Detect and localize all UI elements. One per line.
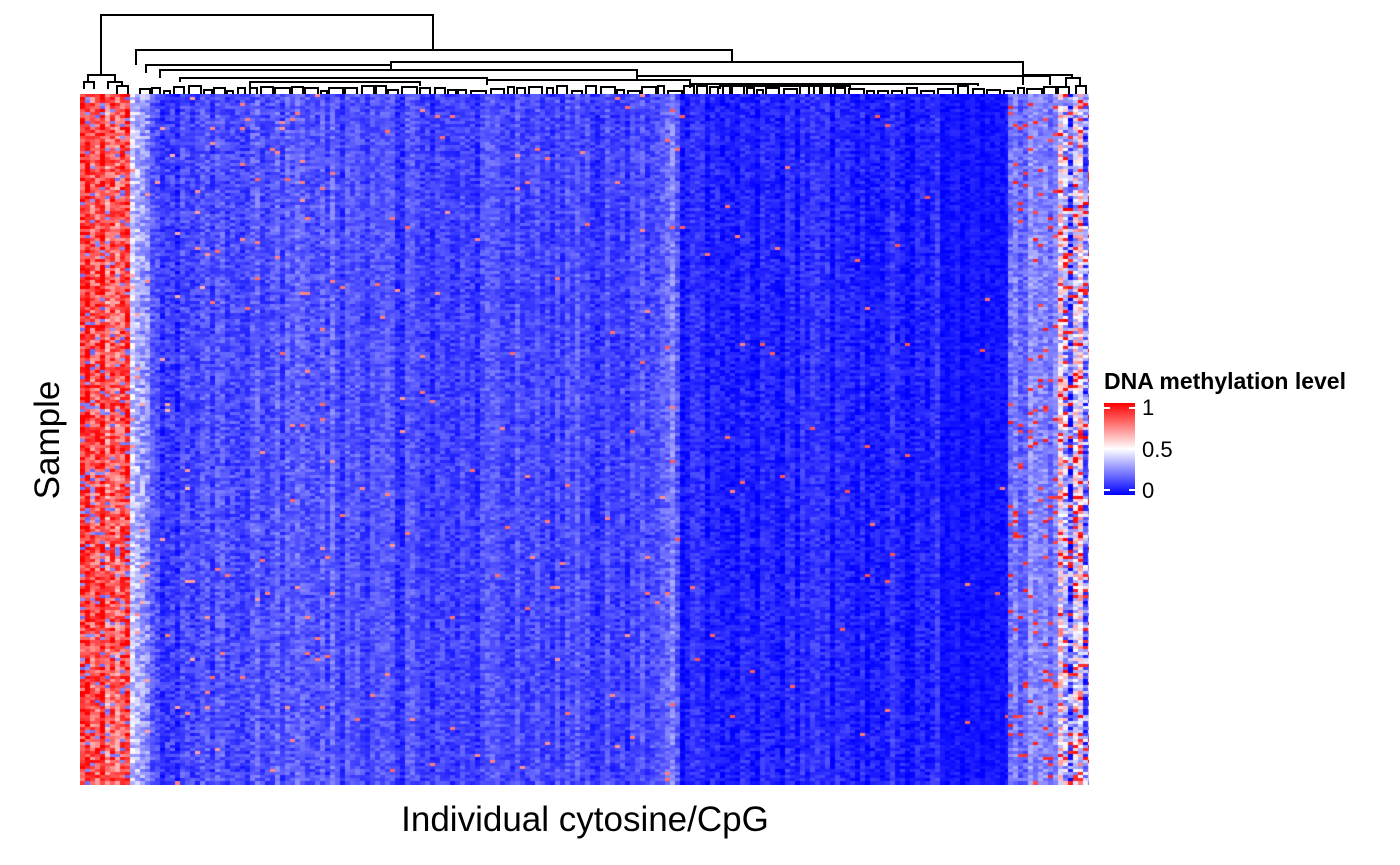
dendrogram-leaf-branch <box>457 89 467 94</box>
dendrogram-leaf-branch <box>434 87 446 94</box>
dendrogram-leaf-branch <box>447 89 457 94</box>
dendrogram-leaf-branch <box>731 85 745 94</box>
dendrogram-leaf-branch <box>401 86 418 94</box>
dendrogram-leaf-branch <box>877 90 889 94</box>
dendrogram-leaf-branch <box>226 90 234 94</box>
dendrogram-leaf-branch <box>546 87 554 94</box>
dendrogram-leaf-branch <box>627 90 641 94</box>
dendrogram-leaf-branch <box>696 85 708 94</box>
dendrogram-leaf-branch <box>821 85 832 94</box>
dendrogram-branch <box>1075 85 1087 94</box>
legend-title: DNA methylation level <box>1104 368 1346 394</box>
dendrogram-leaf-branch <box>361 85 375 94</box>
dendrogram-leaf-branch <box>387 89 399 94</box>
dendrogram-leaf-branch <box>304 87 319 94</box>
dendrogram-leaf-branch <box>783 88 798 94</box>
legend-tick-mark <box>1129 407 1135 409</box>
dendrogram-leaf-branch <box>813 85 821 94</box>
dendrogram-leaf-branch <box>1057 86 1070 94</box>
dendrogram-leaf-branch <box>848 88 865 94</box>
dendrogram-branch <box>636 75 1051 85</box>
dendrogram-leaf-branch <box>490 88 505 94</box>
dendrogram-leaf-branch <box>419 87 431 94</box>
dendrogram-leaf-branch <box>203 89 213 94</box>
dendrogram-leaf-branch <box>1026 88 1043 94</box>
dendrogram-leaf-branch <box>641 86 657 94</box>
dendrogram-leaf-branch <box>722 85 731 94</box>
dendrogram-leaf-branch <box>709 86 719 94</box>
dendrogram-branch <box>135 49 733 65</box>
dendrogram-leaf-branch <box>556 85 568 94</box>
dendrogram-leaf-branch <box>891 90 903 94</box>
dendrogram-branch <box>83 81 95 89</box>
legend-tick-mark <box>1104 407 1110 409</box>
dendrogram-leaf-branch <box>470 90 487 94</box>
dendrogram-leaf-branch <box>528 86 543 94</box>
dendrogram-leaf-branch <box>600 86 616 94</box>
y-axis-title: Sample <box>28 380 67 500</box>
dendrogram-leaf-branch <box>765 87 780 94</box>
dendrogram-leaf-branch <box>163 90 171 94</box>
dendrogram-leaf-branch <box>746 87 755 94</box>
x-axis-title: Individual cytosine/CpG <box>401 800 769 839</box>
dendrogram-branch <box>159 69 638 78</box>
dendrogram-leaf-branch <box>834 87 846 94</box>
dendrogram-branch <box>1022 74 1073 85</box>
legend-tick-mark <box>1104 448 1110 450</box>
dendrogram-leaf-branch <box>249 87 258 94</box>
dendrogram-leaf-branch <box>516 87 526 94</box>
dendrogram-leaf-branch <box>616 89 625 94</box>
legend-tick-mark <box>1129 489 1135 491</box>
dendrogram-leaf-branch <box>866 90 875 94</box>
dendrogram-leaf-branch <box>937 88 954 94</box>
dendrogram-branch <box>87 74 116 82</box>
legend-label-mid: 0.5 <box>1142 437 1173 462</box>
dendrogram-leaf-branch <box>799 85 810 94</box>
dendrogram-leaf-branch <box>320 90 328 94</box>
dendrogram-leaf-branch <box>291 86 304 94</box>
dendrogram-leaf-branch <box>756 89 764 94</box>
dendrogram-leaf-branch <box>213 87 226 94</box>
dendrogram-branch <box>486 79 691 85</box>
heatmap-grid <box>80 94 1089 785</box>
dendrogram-branch <box>719 85 851 89</box>
legend-colorbar <box>1104 403 1135 495</box>
dendrogram-leaf-branch <box>274 87 291 94</box>
dendrogram-root-branch <box>100 14 434 75</box>
dendrogram-leaf-branch <box>972 88 985 94</box>
dendrogram-leaf-branch <box>657 85 665 94</box>
dendrogram-branch <box>1065 77 1081 88</box>
dendrogram-leaf-branch <box>571 90 583 94</box>
dendrogram-leaf-branch <box>1003 90 1015 94</box>
dendrogram-leaf-branch <box>237 87 246 94</box>
column-dendrogram <box>83 14 1087 94</box>
dendrogram-leaf-branch <box>507 86 515 94</box>
dendrogram-leaf-branch <box>1043 86 1057 94</box>
dendrogram-leaf-branch <box>1017 87 1025 94</box>
dendrogram-leaf-branch <box>920 90 935 94</box>
dendrogram-leaf-branch <box>173 86 185 94</box>
legend-label-high: 1 <box>1142 395 1155 420</box>
dendrogram-leaf-branch <box>667 90 683 94</box>
dendrogram-leaf-branch <box>375 85 387 94</box>
legend-label-low: 0 <box>1142 478 1155 503</box>
dendrogram-leaf-branch <box>139 88 151 94</box>
dendrogram-leaf-branch <box>683 85 695 94</box>
dendrogram-branch <box>390 61 1024 75</box>
dendrogram-leaf-branch <box>188 85 202 94</box>
legend-tick-mark <box>1129 448 1135 450</box>
dendrogram-branch <box>249 81 421 87</box>
dendrogram-leaf-branch <box>344 87 358 94</box>
dendrogram-branch <box>116 85 129 94</box>
dendrogram-branch <box>107 81 123 89</box>
dendrogram-leaf-branch <box>906 87 918 94</box>
dendrogram-leaf-branch <box>151 87 161 94</box>
dendrogram-leaf-branch <box>260 86 274 94</box>
dendrogram-leaf-branch <box>986 89 1001 94</box>
legend-tick-mark <box>1104 489 1110 491</box>
dendrogram-leaf-branch <box>328 87 344 94</box>
dendrogram-leaf-branch <box>585 85 597 94</box>
dendrogram-leaf-branch <box>957 85 969 94</box>
